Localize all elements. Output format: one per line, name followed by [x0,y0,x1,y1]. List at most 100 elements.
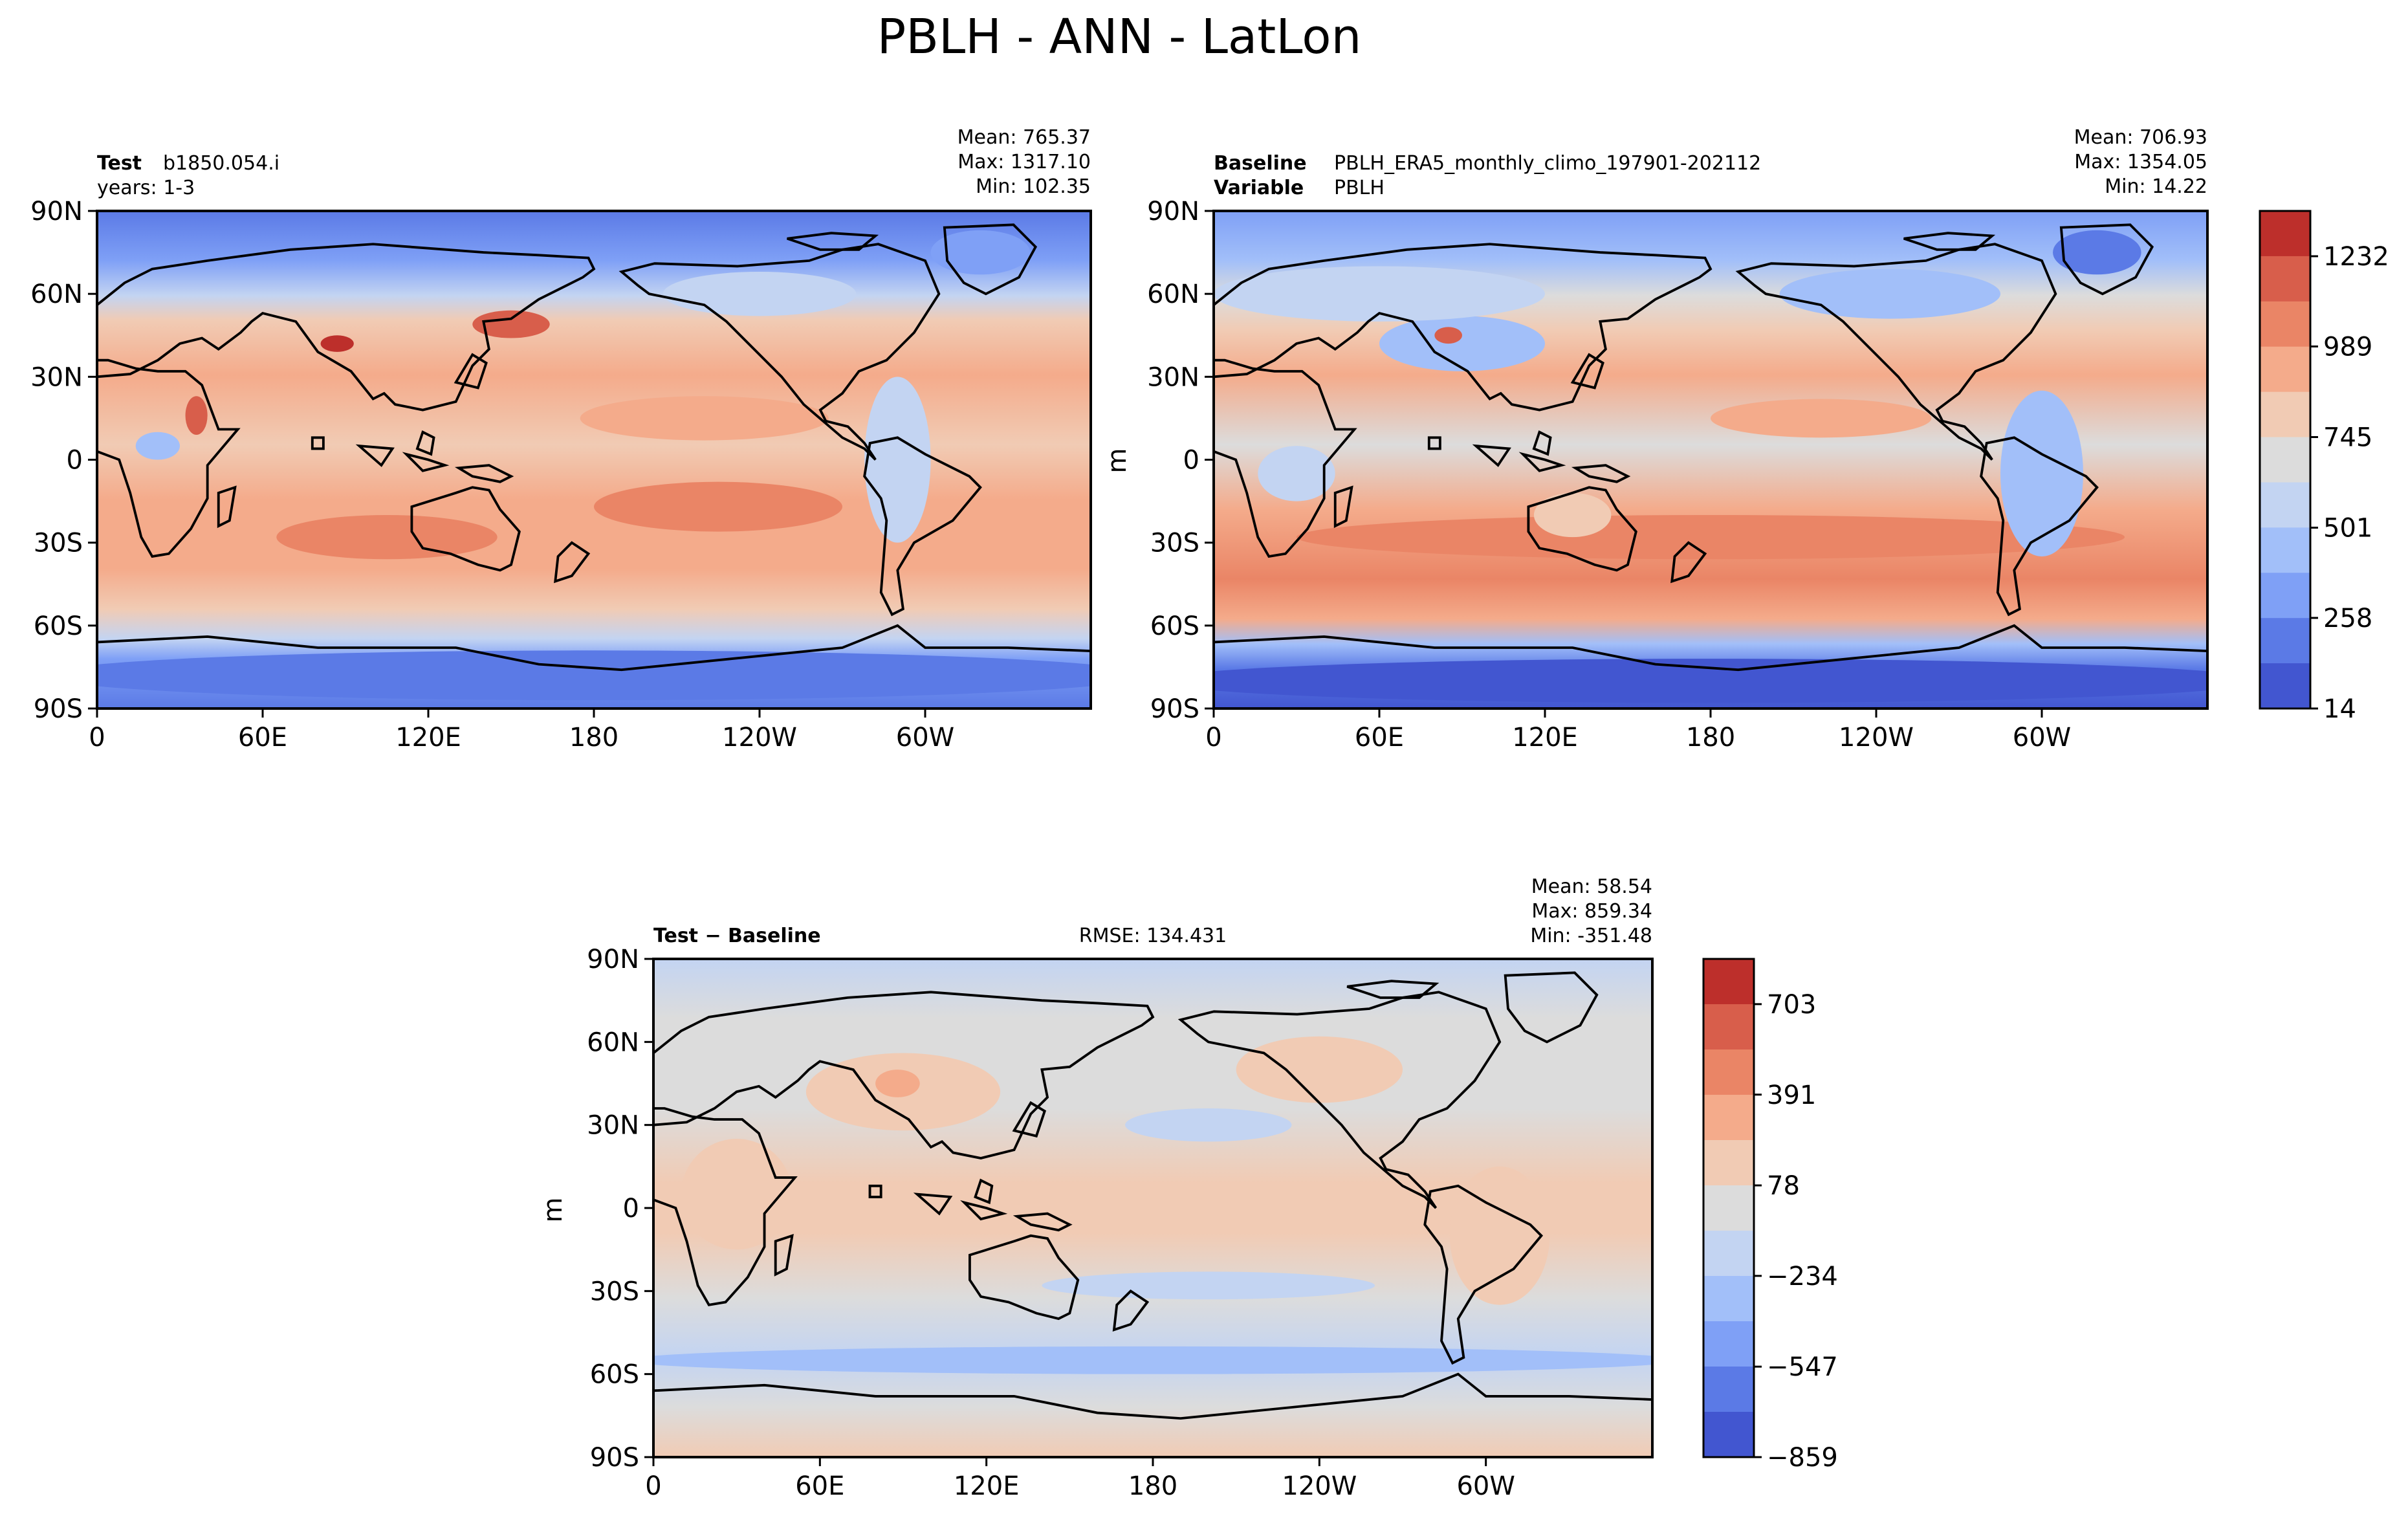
baseline-ytick-label: 30N [1147,362,1199,392]
colorbar-level [2260,346,2310,393]
baseline-ytick-label: 0 [1183,446,1199,476]
diff-xtick-label: 60E [795,1471,844,1501]
test-xtick-label: 120W [722,723,797,753]
test-xtick-label: 180 [569,723,618,753]
colorbar-level [2260,527,2310,573]
baseline-ytick-label: 90S [1150,694,1199,724]
baseline-max: Max: 1354.05 [2074,151,2207,173]
baseline-axes: 0 60E 120E 180 120W 60W 90N 60N 30N 0 30S 60S 90S [1147,197,2071,753]
colorbar-level [1703,1321,1754,1367]
diff-xtick-label: 60W [1456,1471,1515,1501]
test-ytick-label: 90N [30,197,83,226]
test-xtick-label: 60E [238,723,287,753]
test-label-bold: Test [97,152,142,175]
test-xtick-label: 60W [896,723,954,753]
test-map-field [97,211,1091,709]
colorbar-level [2260,256,2310,302]
baseline-xtick-label: 180 [1686,723,1735,753]
colorbar-tick-label: 1232 [2323,242,2389,272]
diff-ytick-label: 30S [590,1277,639,1306]
test-mean: Mean: 765.37 [958,126,1091,149]
diff-xtick-label: 0 [645,1471,661,1501]
test-ytick-label: 60S [34,611,83,641]
baseline-xtick-label: 120E [1512,723,1578,753]
test-ytick-label: 60N [30,280,83,309]
colorbar-tick-label: 78 [1767,1171,1800,1201]
colorbar-tick-label: 501 [2323,514,2372,544]
colorbar-level [2260,482,2310,528]
figure-title: PBLH - ANN - LatLon [877,9,1362,65]
colorbar-tick-label: 391 [1767,1081,1816,1110]
diff-rmse: RMSE: 134.431 [1079,925,1227,947]
diff-min: Min: -351.48 [1530,925,1652,947]
colorbar-tick-label: 14 [2323,694,2356,724]
colorbar-level [1703,1140,1754,1186]
diff-map-field [653,959,1652,1457]
diff-ytick-label: 0 [623,1194,639,1224]
diff-axes: 0 60E 120E 180 120W 60W 90N 60N 30N 0 30S 60S 90S [587,945,1515,1501]
baseline-mean: Mean: 706.93 [2074,126,2207,149]
panel-baseline: Baseline PBLH_ERA5_monthly_climo_197901-… [1102,126,2209,753]
baseline-xtick-label: 0 [1205,723,1221,753]
colorbar-top: 1232 989 745 501 258 14 [2259,210,2389,724]
baseline-map-field [1214,211,2207,709]
colorbar-level [1703,1231,1754,1277]
baseline-min: Min: 14.22 [2105,175,2207,198]
colorbar-level [1703,1367,1754,1412]
test-label-value: b1850.054.i [163,152,279,175]
colorbar-level [1703,1185,1754,1231]
baseline-xtick-label: 60E [1355,723,1404,753]
diff-ytick-label: 60S [590,1360,639,1390]
diff-xtick-label: 120E [954,1471,1020,1501]
test-ytick-label: 30N [30,362,83,392]
colorbar-tick-label: −234 [1767,1262,1838,1291]
baseline-ytick-label: 90N [1147,197,1199,226]
colorbar-tick-label: 745 [2323,423,2372,452]
baseline-ytick-label: 60S [1150,611,1199,641]
baseline-xtick-label: 60W [2013,723,2071,753]
colorbar-diff: 703 391 78 −234 −547 −859 [1702,958,1838,1473]
baseline-variable-bold: Variable [1214,177,1304,199]
baseline-label-bold: Baseline [1214,152,1307,175]
diff-ylabel: m [538,1198,568,1223]
colorbar-level [2260,437,2310,483]
test-xtick-label: 120E [395,723,461,753]
panel-test: Test b1850.054.i years: 1-3 Mean: 765.37… [30,126,1092,753]
test-years: years: 1-3 [97,177,195,199]
colorbar-level [1703,1049,1754,1095]
test-ytick-label: 90S [34,694,83,724]
colorbar-level [2260,301,2310,347]
baseline-xtick-label: 120W [1839,723,1914,753]
colorbar-level [2260,618,2310,664]
diff-mean: Mean: 58.54 [1531,875,1652,898]
colorbar-level [1703,1095,1754,1141]
colorbar-level [1703,1276,1754,1322]
colorbar-tick-label: −547 [1767,1352,1838,1382]
colorbar-tick-label: 258 [2323,604,2372,633]
panel-diff: Test − Baseline RMSE: 134.431 Mean: 58.5… [538,875,1654,1501]
diff-ytick-label: 60N [587,1027,639,1057]
colorbar-level [2260,211,2310,257]
colorbar-level [2260,391,2310,438]
diff-xtick-label: 120W [1282,1471,1357,1501]
colorbar-level [1703,1004,1754,1050]
colorbar-level [2260,573,2310,619]
baseline-ytick-label: 30S [1150,529,1199,558]
test-min: Min: 102.35 [976,175,1091,198]
test-field-base [97,211,1091,709]
diff-xtick-label: 180 [1128,1471,1177,1501]
test-ytick-label: 30S [34,529,83,558]
colorbar-tick-label: 703 [1767,990,1816,1020]
diff-ytick-label: 30N [587,1111,639,1141]
diff-ytick-label: 90S [590,1443,639,1473]
test-axes: 0 60E 120E 180 120W 60W 90N 60N 30N 0 30S 60S 90S [30,197,954,753]
colorbar-frame [2259,210,2312,710]
test-xtick-label: 0 [89,723,105,753]
colorbar-tick-label: 989 [2323,332,2372,362]
colorbar-level [1703,1412,1754,1458]
test-max: Max: 1317.10 [958,151,1091,173]
diff-max: Max: 859.34 [1531,900,1652,923]
colorbar-level [1703,959,1754,1005]
baseline-ytick-label: 60N [1147,280,1199,309]
